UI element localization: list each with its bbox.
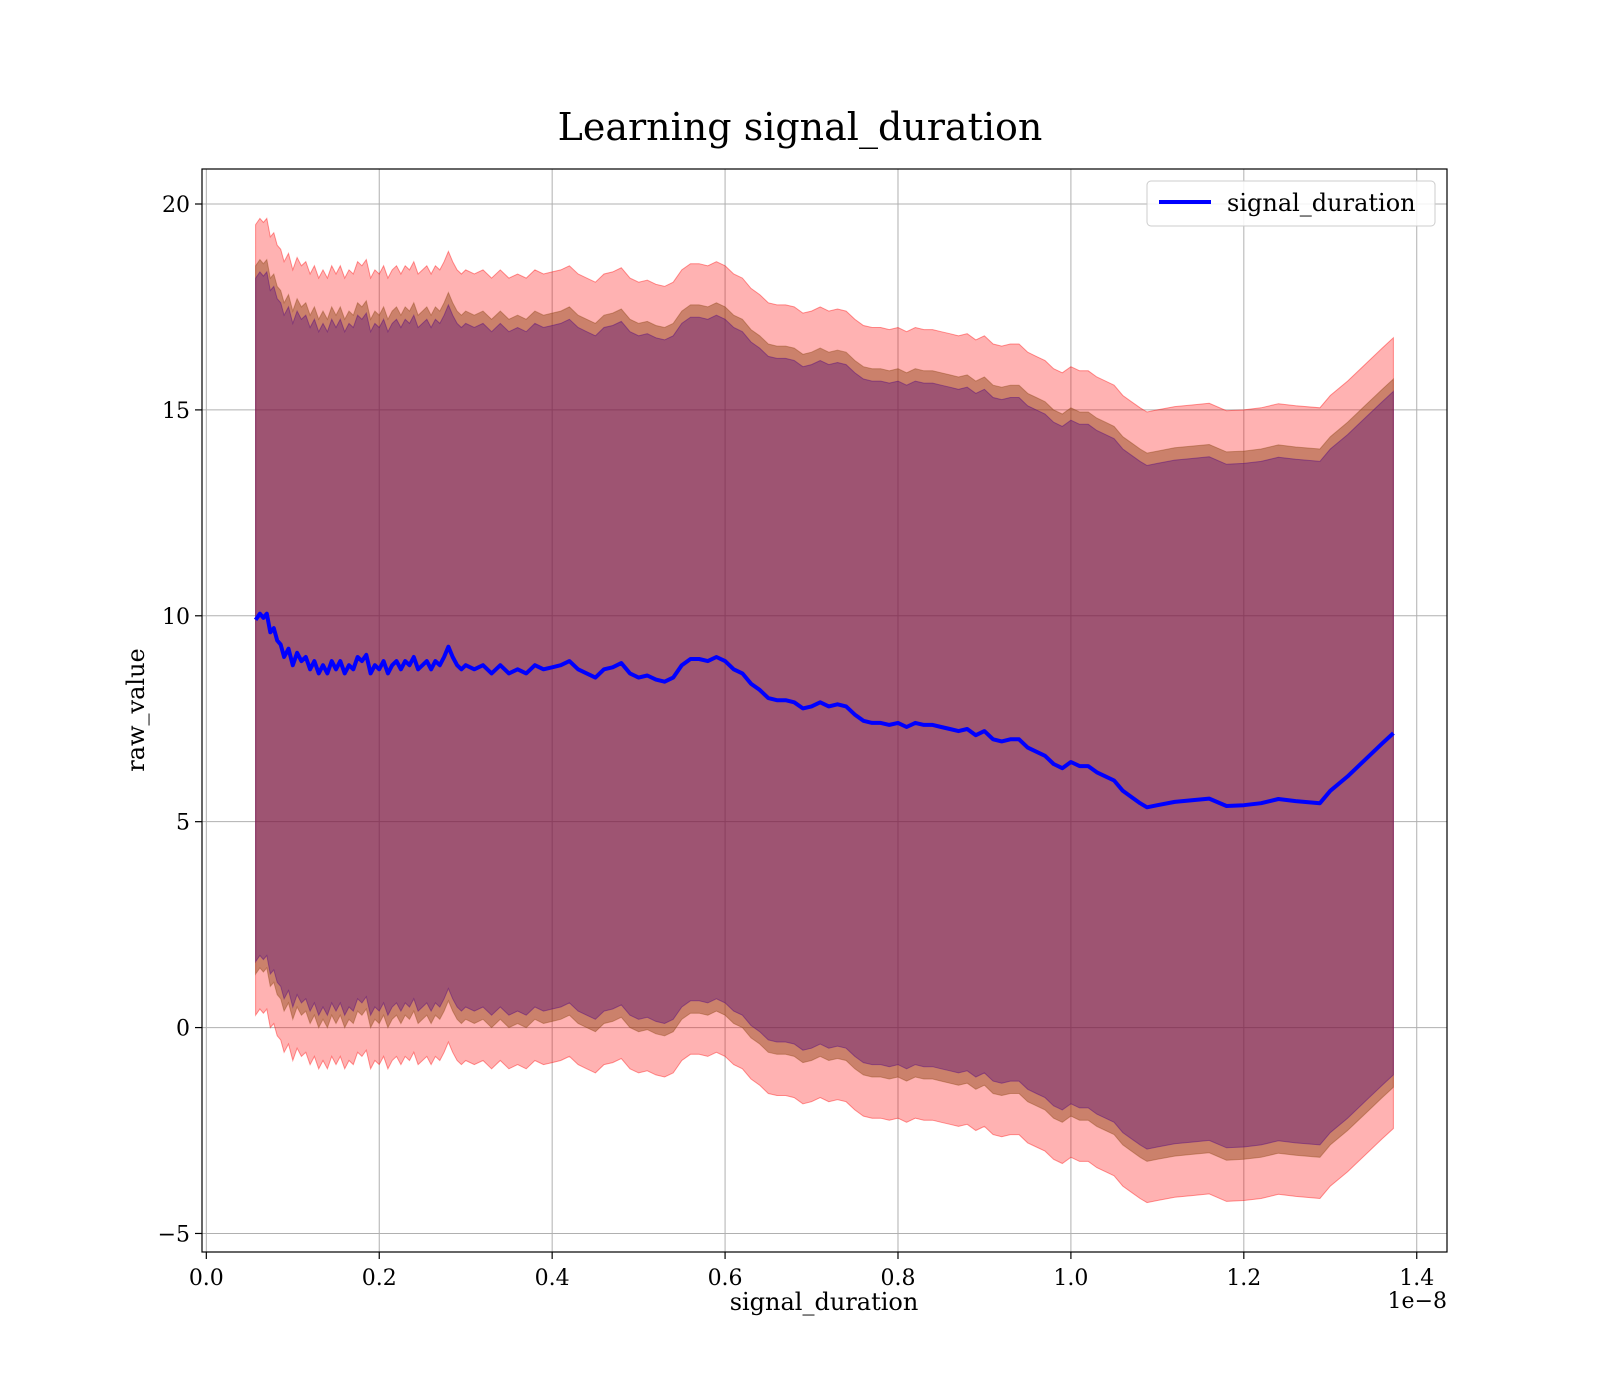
- y-tick-label: −5: [158, 1222, 190, 1247]
- x-tick-label: 1.2: [1226, 1266, 1261, 1291]
- band-outer: [255, 217, 1394, 1204]
- series-line-signal-duration: [253, 611, 1395, 810]
- x-axis-label: signal_duration: [730, 1288, 919, 1316]
- x-axis-offset-label: 1e−8: [1388, 1289, 1447, 1314]
- x-tick-label: 0.8: [880, 1266, 915, 1291]
- x-tick-label: 1.0: [1053, 1266, 1088, 1291]
- x-tick-label: 1.4: [1399, 1266, 1434, 1291]
- plot-area-frame: [201, 168, 1448, 1253]
- legend-label: signal_duration: [1227, 189, 1416, 217]
- x-tick-label: 0.2: [362, 1266, 397, 1291]
- legend-box: [1146, 180, 1436, 227]
- chart-title: Learning signal_duration: [558, 105, 1043, 150]
- band-inner: [255, 270, 1394, 1150]
- x-tick-label: 0.0: [189, 1266, 224, 1291]
- series-lines: [253, 611, 1395, 810]
- band-middle: [255, 258, 1394, 1162]
- legend: signal_duration: [1146, 180, 1436, 227]
- y-axis-ticks: −5 0 5 10 15 20: [158, 193, 202, 1247]
- x-axis-ticks: 0.0 0.2 0.4 0.6 0.8 1.0 1.2 1.4: [189, 1252, 1434, 1291]
- y-tick-label: 15: [162, 399, 190, 424]
- y-axis-label: raw_value: [122, 648, 150, 772]
- x-tick-label: 0.4: [535, 1266, 570, 1291]
- y-tick-label: 5: [176, 811, 190, 836]
- x-tick-label: 0.6: [708, 1266, 743, 1291]
- y-tick-label: 0: [176, 1017, 190, 1042]
- y-tick-label: 20: [162, 193, 190, 218]
- confidence-bands: [255, 217, 1394, 1204]
- y-tick-label: 10: [162, 605, 190, 630]
